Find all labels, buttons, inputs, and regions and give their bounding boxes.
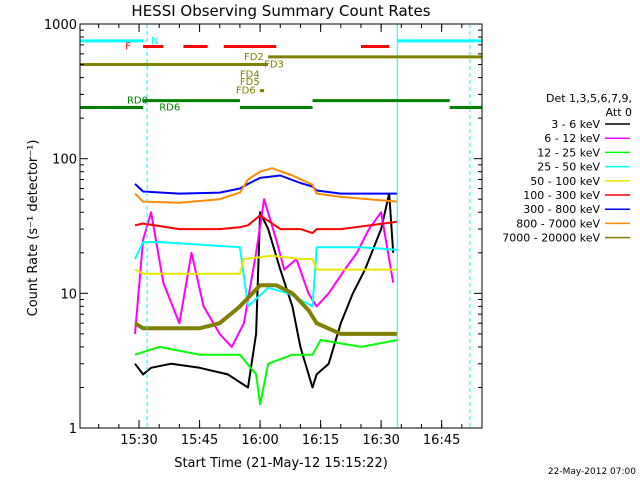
legend-label-3: 25 - 50 keV (537, 161, 600, 174)
flag-label-1: F (125, 42, 131, 53)
x-tick-label-5: 16:45 (423, 433, 460, 448)
flag-label-3: FD3 (264, 60, 284, 71)
legend-label-7: 800 - 7000 keV (516, 217, 600, 230)
legend-label-0: 3 - 6 keV (551, 118, 600, 131)
legend-header-1: Att 0 (606, 106, 632, 119)
x-tick-label-2: 16:00 (241, 433, 278, 448)
flag-label-7: RD0 (127, 96, 148, 107)
x-tick-label-0: 15:30 (120, 433, 157, 448)
x-tick-label-3: 16:15 (302, 433, 339, 448)
series-line-4 (134, 254, 398, 275)
legend-header-0: Det 1,3,5,6,7,9, (546, 92, 632, 105)
y-tick-label-0: 1 (69, 422, 77, 437)
flag-label-5: FD5 (240, 77, 260, 88)
y-tick-label-2: 100 (52, 153, 77, 168)
chart-title: HESSI Observing Summary Count Rates (131, 2, 430, 20)
series-line-8 (133, 283, 398, 336)
series-line-5 (134, 214, 398, 235)
y-axis-label: Count Rate (s⁻¹ detector⁻¹) (26, 140, 41, 317)
series-line-2 (134, 339, 398, 406)
y-tick-label-1: 10 (60, 287, 77, 302)
flag-label-6: FD6 (236, 86, 256, 97)
legend-label-2: 12 - 25 keV (537, 146, 600, 159)
date-stamp: 22-May-2012 07:00 (548, 467, 636, 477)
flag-label-8: RD6 (159, 102, 180, 113)
legend-label-8: 7000 - 20000 keV (502, 232, 600, 245)
series-line-7 (134, 167, 398, 204)
series-line-0 (134, 192, 395, 389)
series-line-1 (134, 198, 395, 348)
flag-label-2: FD2 (244, 52, 264, 63)
plot-frame (79, 23, 483, 429)
legend-label-6: 300 - 800 keV (523, 203, 600, 216)
legend-label-4: 50 - 100 keV (530, 175, 600, 188)
flag-label-0: N (151, 36, 158, 47)
flag-label-4: FD4 (240, 70, 260, 81)
legend-label-1: 6 - 12 keV (544, 132, 600, 145)
x-axis-label: Start Time (21-May-12 15:15:22) (174, 456, 388, 471)
y-tick-label-3: 1000 (44, 18, 77, 33)
legend-label-5: 100 - 300 keV (523, 189, 600, 202)
series-line-6 (134, 174, 398, 195)
x-tick-label-1: 15:45 (181, 433, 218, 448)
series-line-3 (134, 241, 398, 308)
x-tick-label-4: 16:30 (362, 433, 399, 448)
